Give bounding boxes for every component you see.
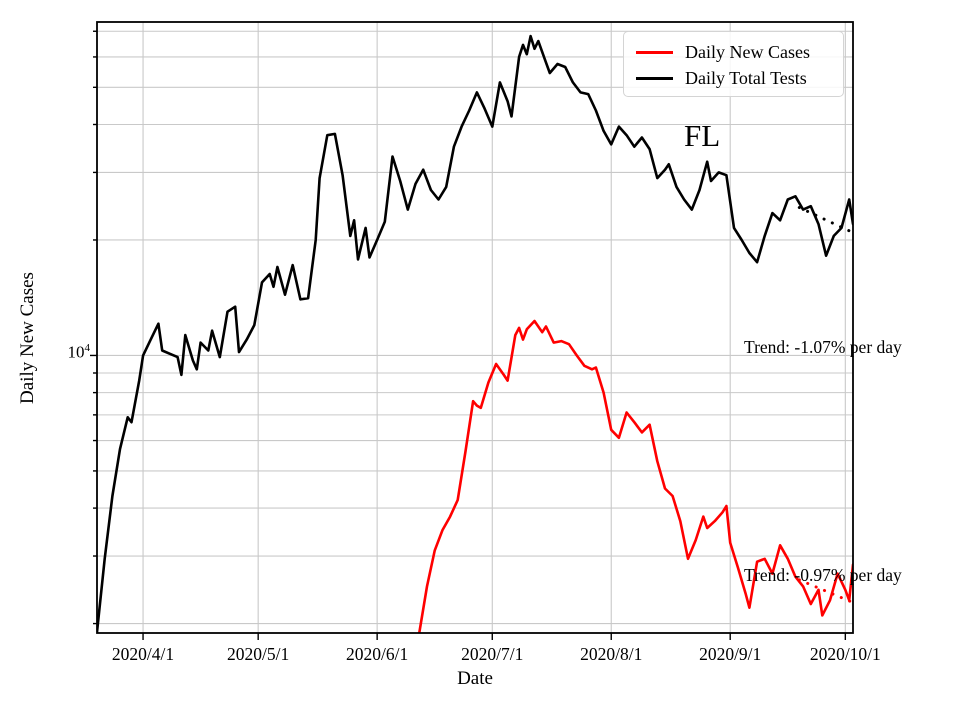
- daily-total-tests-line: [97, 34, 853, 633]
- x-axis-tick-label: 2020/10/1: [809, 644, 881, 664]
- legend-label: Daily Total Tests: [685, 67, 807, 88]
- x-axis-tick-label: 2020/4/1: [111, 644, 175, 664]
- y-axis-label: Daily New Cases: [17, 272, 38, 404]
- plot-frame: [90, 21, 854, 640]
- cases-trend-0-97-per-day--line: [797, 578, 853, 604]
- x-axis-tick-label: 2020/6/1: [346, 644, 409, 664]
- grid: [97, 22, 853, 633]
- legend-item-daily-new-cases: Daily New Cases: [636, 39, 843, 65]
- legend-item-daily-total-tests: Daily Total Tests: [636, 65, 843, 91]
- region-annotation: FL: [684, 118, 721, 153]
- x-axis-label: Date: [457, 668, 493, 689]
- x-axis-tick-label: 2020/5/1: [227, 644, 290, 664]
- tests-trend-1-07-per-day--line: [797, 206, 853, 235]
- legend-line-sample-red: [636, 50, 673, 54]
- legend-line-sample-black: [636, 76, 673, 80]
- x-axis-tick-label: 2020/8/1: [580, 644, 643, 664]
- cases-trend-annotation: Trend: -0.97% per day: [744, 565, 902, 585]
- daily-new-cases-line: [418, 319, 853, 633]
- legend-label: Daily New Cases: [685, 41, 810, 62]
- legend: Daily New Cases Daily Total Tests: [623, 31, 844, 97]
- x-axis-tick-label: 2020/7/1: [461, 644, 524, 664]
- y-axis-tick-label: 104: [67, 342, 91, 362]
- x-axis-tick-label: 2020/9/1: [699, 644, 762, 664]
- tests-trend-annotation: Trend: -1.07% per day: [744, 337, 902, 357]
